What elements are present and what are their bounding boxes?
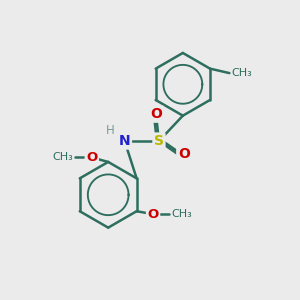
Text: O: O — [178, 148, 190, 161]
Text: N: N — [119, 134, 130, 148]
Text: O: O — [151, 107, 163, 121]
Text: S: S — [154, 134, 164, 148]
Text: CH₃: CH₃ — [172, 209, 192, 219]
Text: CH₃: CH₃ — [232, 68, 252, 78]
Text: CH₃: CH₃ — [52, 152, 73, 163]
Text: H: H — [106, 124, 115, 137]
Text: O: O — [86, 151, 98, 164]
Text: O: O — [147, 208, 159, 221]
